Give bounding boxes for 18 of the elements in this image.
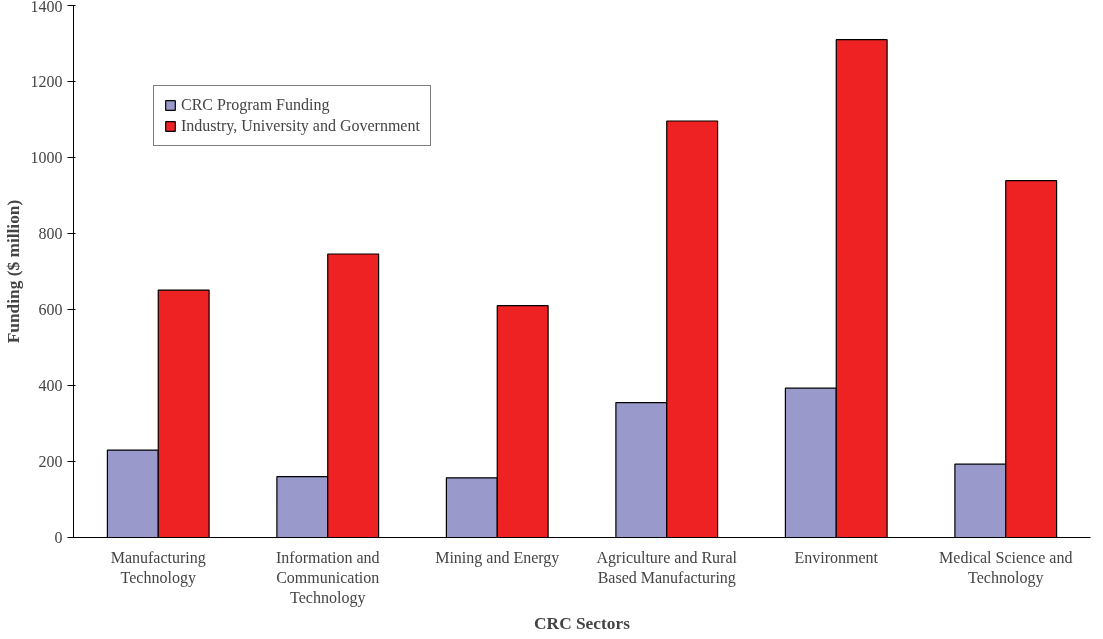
- y-tick-label: 200: [38, 453, 63, 470]
- x-tick-label: Environment: [794, 548, 879, 566]
- y-tick-label: 1400: [30, 0, 63, 15]
- y-tick-label: 0: [54, 529, 63, 546]
- x-axis-title: CRC Sectors: [534, 614, 631, 634]
- y-tick-label: 1000: [30, 149, 63, 166]
- x-tick-label: Agriculture and Rural Based Manufacturing: [596, 548, 738, 587]
- y-tick-label: 600: [38, 301, 63, 318]
- legend-label: Industry, University and Government: [181, 117, 420, 135]
- y-tick-label: 1200: [30, 73, 63, 90]
- x-tick-label: Manufacturing Technology: [110, 548, 206, 587]
- x-tick-label: Mining and Energy: [435, 548, 560, 567]
- y-axis-title: Funding ($ million): [3, 199, 23, 344]
- x-tick-label: Medical Science and Technology: [939, 548, 1073, 587]
- y-tick-label: 800: [38, 225, 63, 242]
- legend-label: CRC Program Funding: [181, 96, 330, 114]
- x-tick-label: Information and Communication Technology: [275, 548, 380, 608]
- y-tick-label: 400: [38, 377, 63, 394]
